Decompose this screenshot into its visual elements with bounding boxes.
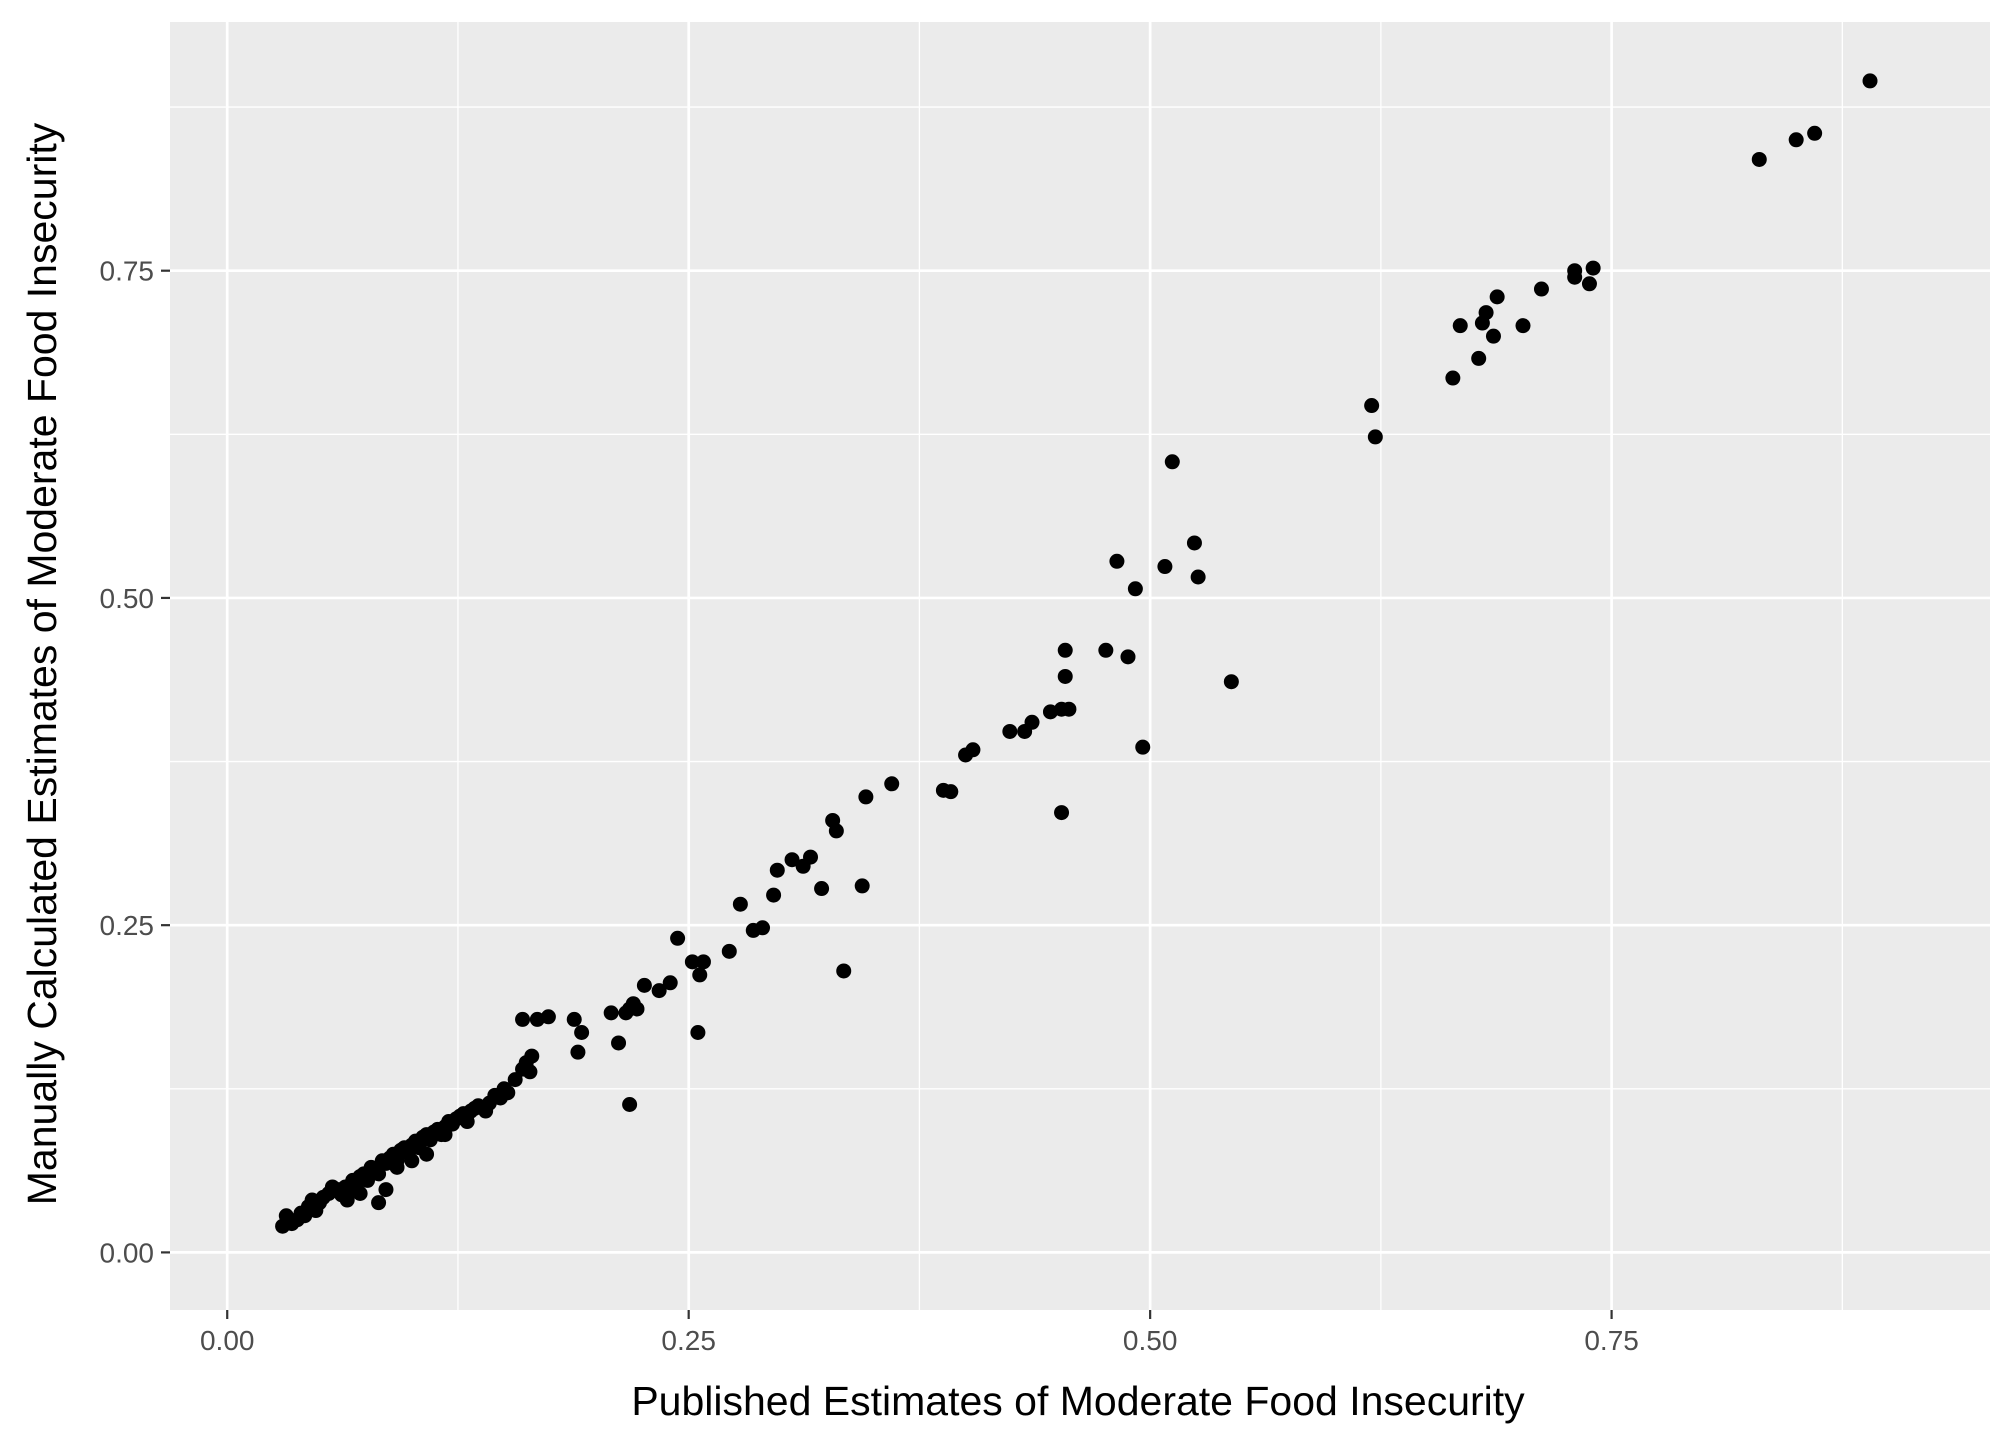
plot-panel bbox=[170, 22, 1990, 1310]
data-point bbox=[1367, 429, 1383, 445]
data-point bbox=[371, 1195, 387, 1211]
y-tick-label: 0.25 bbox=[100, 910, 155, 941]
data-point bbox=[1515, 318, 1531, 334]
data-point bbox=[766, 887, 782, 903]
data-point bbox=[1862, 73, 1878, 89]
data-point bbox=[1127, 581, 1143, 597]
data-point bbox=[1223, 674, 1239, 690]
data-point bbox=[622, 1096, 638, 1112]
data-point bbox=[1364, 398, 1380, 414]
data-point bbox=[690, 1025, 706, 1041]
data-point bbox=[732, 896, 748, 912]
data-point bbox=[670, 930, 686, 946]
x-tick-label: 0.00 bbox=[200, 1325, 255, 1356]
data-point bbox=[1024, 714, 1040, 730]
data-point bbox=[459, 1107, 475, 1123]
data-point bbox=[515, 1011, 531, 1027]
data-point bbox=[570, 1044, 586, 1060]
data-point bbox=[378, 1182, 394, 1198]
data-point bbox=[389, 1159, 405, 1175]
data-point bbox=[1109, 553, 1125, 569]
data-point bbox=[1751, 151, 1767, 167]
data-point bbox=[371, 1166, 387, 1182]
data-point bbox=[803, 849, 819, 865]
data-point bbox=[662, 975, 678, 991]
data-point bbox=[943, 784, 959, 800]
data-point bbox=[611, 1035, 627, 1051]
y-tick-label: 0.50 bbox=[100, 583, 155, 614]
data-point bbox=[500, 1085, 516, 1101]
data-point bbox=[566, 1011, 582, 1027]
data-point bbox=[437, 1127, 453, 1143]
data-point bbox=[1567, 263, 1583, 279]
data-point bbox=[814, 881, 830, 897]
data-point bbox=[1485, 328, 1501, 344]
data-point bbox=[1585, 260, 1601, 276]
data-point bbox=[1807, 125, 1823, 141]
data-point bbox=[1581, 276, 1597, 292]
data-point bbox=[836, 963, 852, 979]
y-axis-title: Manually Calculated Estimates of Moderat… bbox=[19, 122, 65, 1205]
data-point bbox=[1190, 569, 1206, 585]
data-point bbox=[419, 1146, 435, 1162]
y-tick-label: 0.75 bbox=[100, 256, 155, 287]
data-point bbox=[540, 1009, 556, 1025]
data-point bbox=[1471, 350, 1487, 366]
data-point bbox=[1157, 559, 1173, 575]
data-point bbox=[1057, 642, 1073, 658]
data-point bbox=[1478, 305, 1494, 321]
minor-gridlines bbox=[170, 22, 1990, 1310]
data-point bbox=[1164, 454, 1180, 470]
data-point bbox=[1002, 723, 1018, 739]
data-point bbox=[1057, 668, 1073, 684]
data-point bbox=[1788, 132, 1804, 148]
data-point bbox=[1489, 289, 1505, 305]
data-point bbox=[522, 1064, 538, 1080]
data-point bbox=[1098, 642, 1114, 658]
data-point bbox=[755, 920, 771, 936]
x-tick-label: 0.25 bbox=[661, 1325, 716, 1356]
data-point bbox=[1186, 535, 1202, 551]
data-point bbox=[1452, 318, 1468, 334]
data-point bbox=[965, 742, 981, 758]
data-point bbox=[1445, 370, 1461, 386]
x-axis-title: Published Estimates of Moderate Food Ins… bbox=[631, 1378, 1525, 1424]
data-point bbox=[507, 1072, 523, 1088]
data-point bbox=[695, 954, 711, 970]
data-point bbox=[1120, 649, 1136, 665]
data-point bbox=[574, 1025, 590, 1041]
data-point bbox=[769, 862, 785, 878]
data-point bbox=[629, 1001, 645, 1017]
y-tick-label: 0.00 bbox=[100, 1237, 155, 1268]
x-tick-label: 0.75 bbox=[1584, 1325, 1639, 1356]
y-axis: 0.00 0.25 0.50 0.75 bbox=[100, 256, 170, 1268]
data-point bbox=[858, 789, 874, 805]
data-point bbox=[603, 1005, 619, 1021]
data-point bbox=[828, 823, 844, 839]
data-point bbox=[651, 983, 667, 999]
data-point bbox=[1533, 281, 1549, 297]
data-point bbox=[1054, 805, 1070, 821]
major-gridlines bbox=[170, 22, 1990, 1310]
x-axis: 0.00 0.25 0.50 0.75 bbox=[200, 1310, 1639, 1356]
data-point bbox=[1061, 701, 1077, 717]
data-point bbox=[524, 1048, 540, 1064]
data-point bbox=[352, 1186, 368, 1202]
data-point bbox=[1135, 739, 1151, 755]
data-point bbox=[854, 878, 870, 894]
data-point bbox=[721, 943, 737, 959]
data-point bbox=[684, 954, 700, 970]
data-points bbox=[275, 73, 1878, 1234]
data-point bbox=[884, 776, 900, 792]
data-point bbox=[636, 977, 652, 993]
data-point bbox=[692, 967, 708, 983]
x-tick-label: 0.50 bbox=[1123, 1325, 1178, 1356]
data-point bbox=[404, 1153, 420, 1169]
data-point bbox=[784, 852, 800, 868]
data-point bbox=[339, 1192, 355, 1208]
